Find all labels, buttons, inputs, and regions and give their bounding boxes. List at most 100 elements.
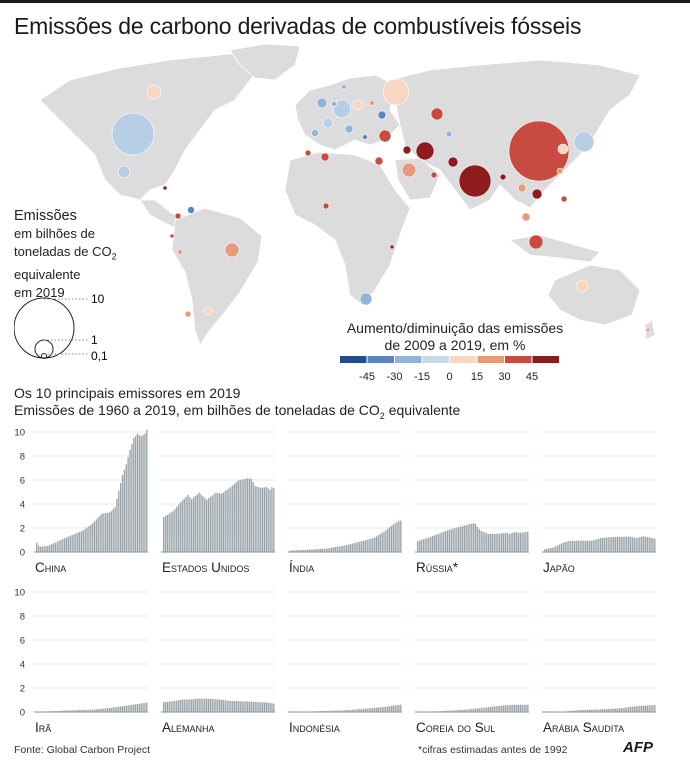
color-tick-label: -45 [359,371,375,383]
bubble-greece [362,134,368,140]
bar [163,517,165,552]
bar [209,496,212,552]
bar [56,541,58,552]
bar [129,705,131,712]
bar [396,705,398,712]
bubble-malaysia [521,212,531,222]
bar [629,706,632,712]
bar [73,710,75,712]
bar [456,710,458,712]
bar [514,532,516,552]
bar [497,533,499,552]
bar [523,704,525,712]
bar [495,706,497,712]
bar [258,702,260,712]
bar [127,457,129,552]
bar [609,708,611,712]
bar [486,533,488,552]
bar [179,699,182,712]
y-tick-label: 2 [20,684,25,695]
bar [349,709,352,712]
bar [618,536,621,552]
bar [368,539,370,552]
bar [121,475,124,552]
bar [273,488,275,552]
bar [77,710,79,712]
bar [177,700,180,712]
bubble-peru [177,249,183,255]
bar [112,509,114,552]
series-label: Arábia Saudita [543,720,624,735]
bar [562,542,565,552]
bar [144,433,146,552]
bar [120,483,122,552]
bar [243,479,245,552]
bar [480,531,482,552]
bar [295,550,297,552]
bar [598,709,600,712]
bar [512,704,514,712]
bar [510,533,512,552]
bar [441,532,443,552]
bar [347,544,350,552]
bar [467,709,469,712]
bar [269,703,271,712]
bubble-saudi [401,162,417,178]
series-label: Japão [543,560,575,575]
bar [329,548,331,552]
bar [103,708,105,712]
bar [250,701,253,712]
bar [261,487,264,552]
panel-title-line2: Emissões de 1960 a 2019, em bilhões de t… [14,402,461,421]
bar [247,478,249,552]
bar [75,533,77,552]
bar [489,706,492,712]
bar [497,706,499,712]
bar [366,539,368,552]
bar [635,538,637,552]
bar [581,540,583,552]
bar [248,701,251,712]
bar [92,523,94,552]
bar [334,710,337,712]
bar [465,709,467,712]
bar [105,513,107,552]
bar [545,548,548,552]
bar [635,706,637,712]
bar [583,709,585,712]
bubble-poland [352,99,364,111]
bar [97,709,99,712]
bar [624,707,626,712]
color-swatch-4 [450,356,477,363]
color-swatch-5 [477,356,504,363]
bar [176,506,178,552]
bar [620,708,622,712]
bar [585,540,587,552]
bubble-australia [575,279,589,293]
bar [314,711,316,712]
size-circle-1 [34,339,54,359]
bar [387,706,389,712]
size-label-0-1: 0,1 [91,349,108,363]
bar [110,511,113,552]
y-tick-label: 2 [20,524,25,535]
bubble-taiwan [556,167,564,175]
bar [62,710,64,712]
bar [95,709,98,712]
bar [189,699,191,712]
bar [73,534,75,552]
bar [359,541,361,552]
bar [131,444,133,552]
bar [614,708,617,712]
bar [471,709,473,712]
bar [344,545,346,552]
bar [491,706,494,712]
bar [508,704,510,712]
bar [316,711,318,712]
bar [133,438,135,552]
bar [319,711,322,712]
bubble-venezuela [187,206,195,214]
bar [596,539,598,552]
bubble-canada [146,84,162,100]
bar [445,710,447,712]
